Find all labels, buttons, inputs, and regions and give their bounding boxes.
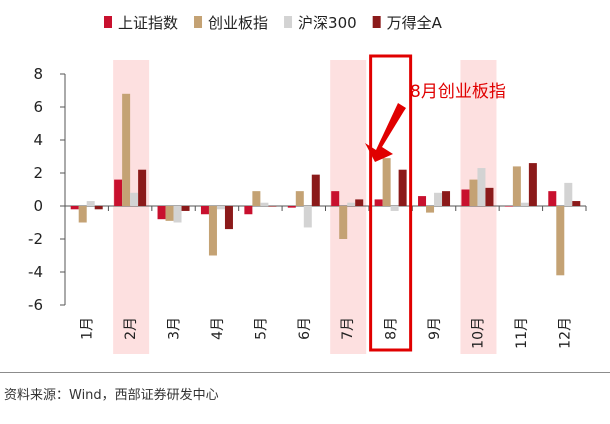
bar-3-3: [173, 206, 182, 223]
bar-3-8: [390, 206, 399, 211]
bars: [70, 93, 581, 276]
legend-label-1: 上证指数: [118, 14, 178, 32]
bar-4-9: [442, 191, 451, 206]
bar-2-5: [252, 191, 261, 206]
bar-4-5: [268, 206, 277, 207]
bar-1-4: [200, 206, 209, 215]
bar-2-9: [426, 206, 435, 213]
bar-4-6: [311, 174, 320, 206]
y-tick-label: 2: [33, 164, 43, 182]
bar-4-3: [181, 206, 190, 211]
bar-3-7: [347, 202, 356, 206]
bar-3-12: [564, 182, 573, 206]
annotation-arrow: [365, 103, 406, 162]
bar-4-12: [572, 201, 581, 206]
annotation-text: 8月创业板指: [410, 82, 506, 102]
bar-1-12: [548, 191, 557, 206]
x-label-10: 10月: [470, 317, 486, 349]
highlight-box: [369, 54, 413, 352]
y-tick-label: 8: [33, 65, 43, 83]
x-label-8: 8月: [384, 317, 400, 340]
bar-2-1: [78, 206, 87, 223]
y-tick-label: 4: [33, 131, 43, 149]
bar-1-9: [418, 196, 427, 206]
bar-2-4: [208, 206, 217, 256]
y-axis: -6 -4 -2 0 2 4 6 8: [28, 65, 587, 314]
legend-label-4: 万得全A: [387, 14, 443, 32]
bar-1-8: [374, 199, 383, 206]
bar-1-11: [504, 206, 513, 207]
x-label-7: 7月: [340, 317, 356, 340]
bar-4-8: [398, 169, 407, 206]
bar-2-3: [165, 206, 174, 221]
legend: 上证指数 创业板指 沪深300 万得全A: [104, 14, 443, 32]
y-tick-label: -4: [28, 263, 43, 281]
bar-3-5: [260, 202, 269, 206]
bar-2-10: [469, 179, 478, 206]
source-text: 资料来源：Wind，西部证券研发中心: [4, 388, 219, 403]
bar-4-7: [355, 199, 364, 206]
legend-swatch-1: [104, 16, 112, 28]
bar-4-4: [224, 206, 233, 230]
bar-4-1: [94, 206, 103, 210]
x-label-5: 5月: [253, 317, 269, 340]
bar-1-3: [157, 206, 166, 220]
legend-swatch-3: [284, 16, 293, 28]
bar-3-2: [130, 192, 139, 206]
bar-2-7: [339, 206, 348, 239]
y-tick-label: 6: [33, 98, 43, 116]
divider-line: [0, 372, 610, 373]
bar-3-6: [303, 206, 312, 228]
legend-swatch-2: [194, 16, 203, 28]
bar-1-7: [331, 191, 340, 206]
bar-4-11: [528, 163, 537, 206]
bar-3-4: [216, 206, 225, 210]
bar-3-9: [434, 192, 443, 206]
x-label-3: 3月: [167, 317, 183, 340]
highlight-bands: [113, 60, 497, 354]
x-label-9: 9月: [427, 317, 443, 340]
y-tick-label: -2: [28, 230, 43, 248]
x-label-12: 12月: [557, 317, 573, 349]
annotation-group: 8月创业板指: [365, 54, 506, 352]
highlight-band-10: [460, 60, 497, 354]
legend-label-3: 沪深300: [298, 14, 357, 32]
x-label-4: 4月: [210, 317, 226, 340]
x-label-6: 6月: [297, 317, 313, 340]
highlight-band-2: [113, 60, 150, 354]
legend-label-2: 创业板指: [208, 14, 268, 32]
bar-2-11: [512, 166, 521, 206]
bar-1-1: [70, 206, 79, 210]
bar-1-10: [461, 189, 470, 206]
bar-2-8: [382, 158, 391, 206]
bar-1-5: [244, 206, 253, 215]
bar-3-11: [520, 202, 529, 206]
bar-3-1: [86, 201, 95, 206]
bar-3-10: [477, 168, 486, 206]
bar-1-6: [287, 206, 296, 208]
y-tick-label: -6: [28, 296, 43, 314]
bar-2-6: [295, 191, 304, 206]
bar-4-10: [485, 187, 494, 206]
x-label-2: 2月: [123, 317, 139, 340]
bar-1-2: [114, 179, 123, 206]
x-label-1: 1月: [80, 317, 96, 340]
bar-2-2: [122, 93, 131, 206]
bar-4-2: [138, 169, 147, 206]
bar-2-12: [556, 206, 565, 276]
x-label-11: 11月: [514, 317, 530, 349]
legend-swatch-4: [372, 16, 381, 28]
highlight-band-7: [330, 60, 367, 354]
x-axis-labels: 1月 2月 3月 4月 5月 6月 7月 8月 9月 10月 11月 12月: [80, 317, 574, 349]
y-tick-label: 0: [33, 197, 43, 215]
